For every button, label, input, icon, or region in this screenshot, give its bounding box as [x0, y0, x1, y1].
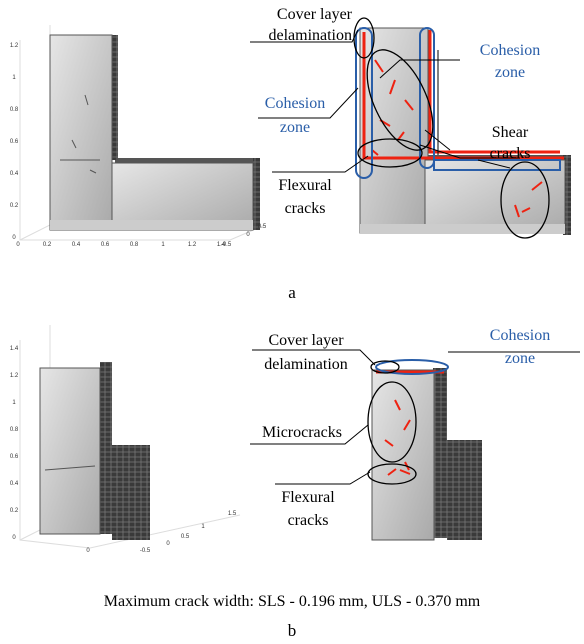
- label: zone: [280, 119, 310, 136]
- y-tick-label: 0.6: [10, 454, 19, 460]
- label: zone: [505, 350, 535, 367]
- label: cracks: [285, 200, 326, 217]
- label: Flexural: [278, 177, 332, 194]
- y-tick-label: 0.2: [10, 203, 19, 209]
- label: Microcracks: [262, 424, 342, 441]
- x-tick-label: 0.5: [258, 224, 267, 230]
- label: delamination: [268, 27, 352, 44]
- x-tick-label: 0: [16, 242, 20, 248]
- y-tick-label: 1: [12, 400, 16, 406]
- x-tick-label: 0: [86, 548, 90, 554]
- x-tick-label: -0.5: [140, 548, 151, 554]
- y-tick-label: 0.8: [10, 107, 19, 113]
- model-a-left: [50, 35, 260, 230]
- y-tick-label: 0.4: [10, 481, 19, 487]
- note: Maximum crack width: SLS - 0.196 mm, ULS…: [104, 593, 481, 610]
- x-tick-label: 1: [161, 242, 165, 248]
- label: zone: [495, 64, 525, 81]
- x-tick-label: 0: [166, 541, 170, 547]
- label: Cover layer: [277, 6, 353, 23]
- label: Shear: [492, 124, 529, 141]
- y-tick-label: 1.4: [10, 346, 19, 352]
- y-tick-label: 0.4: [10, 171, 19, 177]
- label: Cohesion: [490, 327, 550, 344]
- caption: a: [288, 283, 296, 302]
- label: cracks: [288, 512, 329, 529]
- y-tick-label: 1.2: [10, 373, 19, 379]
- y-tick-label: 1.2: [10, 43, 19, 49]
- figure: Cover layer delamination Cohesion zone C…: [0, 0, 584, 644]
- x-tick-label: 0.8: [130, 242, 139, 248]
- y-tick-label: 1: [12, 75, 16, 81]
- label: Flexural: [281, 489, 335, 506]
- x-tick-label: 0: [246, 232, 250, 238]
- x-tick-label: 1.5: [228, 511, 237, 517]
- x-tick-label: 1.2: [188, 242, 197, 248]
- label: cracks: [490, 145, 531, 162]
- x-tick-label: 0.6: [101, 242, 110, 248]
- model-b-left: [40, 362, 150, 540]
- x-tick-label: 0.4: [72, 242, 81, 248]
- y-tick-label: 0.2: [10, 508, 19, 514]
- y-tick-label: 0: [12, 235, 16, 241]
- label: delamination: [264, 356, 348, 373]
- label: Cohesion: [480, 42, 540, 59]
- x-tick-label: 0.2: [43, 242, 52, 248]
- y-tick-label: 0.6: [10, 139, 19, 145]
- x-tick-label: 1: [201, 524, 205, 530]
- y-tick-label: 0.8: [10, 427, 19, 433]
- label: Cover layer: [268, 332, 344, 349]
- label: Cohesion: [265, 95, 325, 112]
- y-tick-label: 0: [12, 535, 16, 541]
- caption: b: [288, 621, 297, 640]
- x-tick-label: -0.5: [221, 242, 232, 248]
- x-tick-label: 0.5: [181, 534, 190, 540]
